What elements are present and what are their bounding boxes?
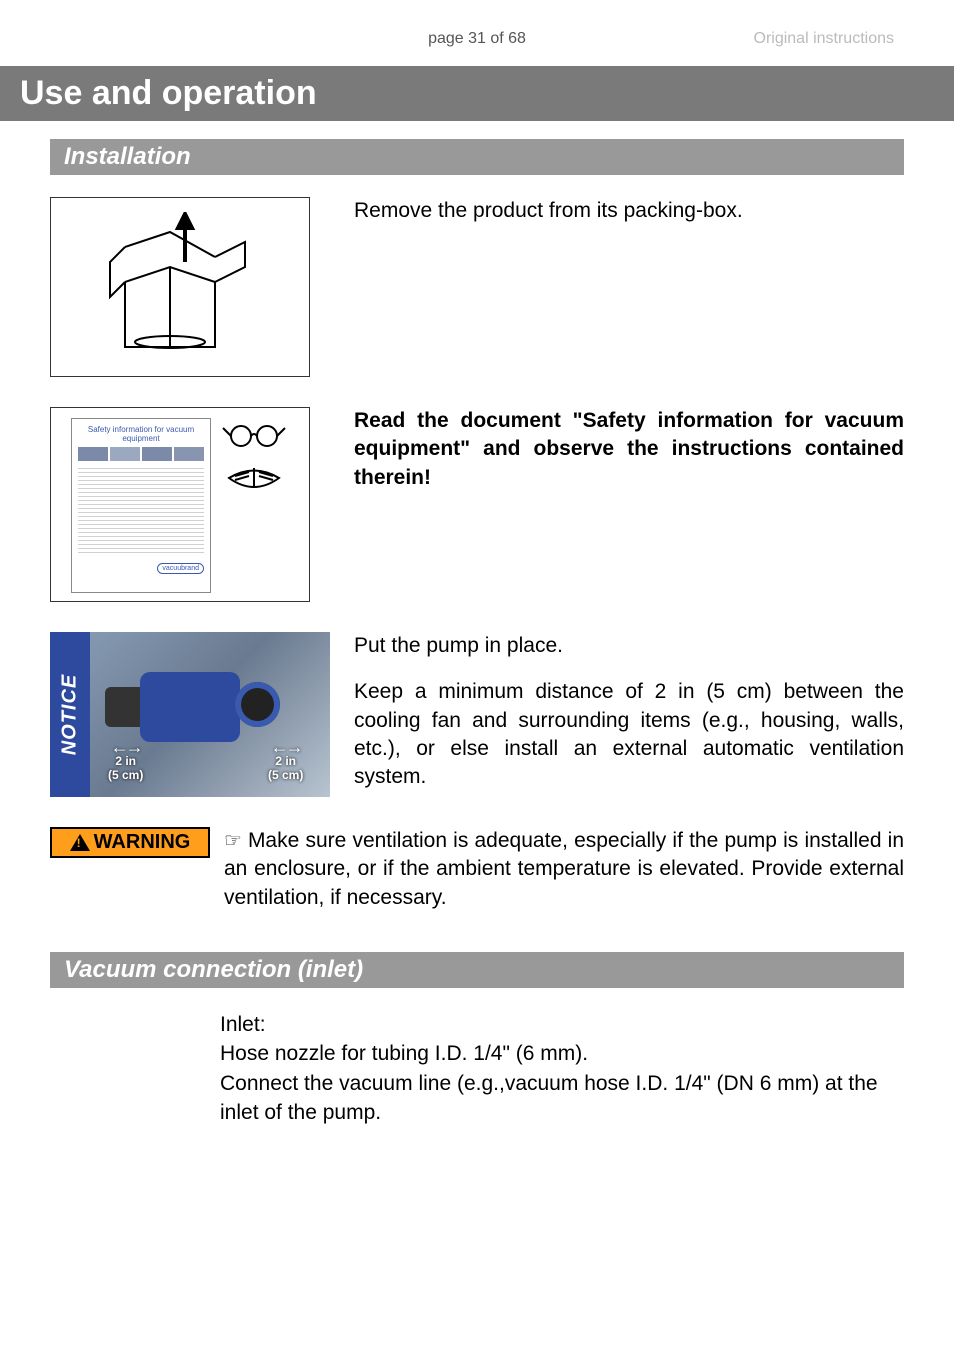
clearance-dim-right: ←→ 2 in (5 cm) bbox=[268, 740, 303, 782]
safety-doc-illustration: Safety information for vacuum equipment … bbox=[50, 407, 330, 602]
inlet-line-3: Connect the vacuum line (e.g.,vacuum hos… bbox=[220, 1069, 904, 1128]
warning-label: WARNING bbox=[50, 827, 210, 858]
open-box-icon bbox=[95, 212, 265, 362]
page-header: page 31 of 68 Original instructions bbox=[50, 30, 904, 48]
safety-doc-title: Safety information for vacuum equipment bbox=[78, 425, 204, 443]
pointing-hand-icon: ☞ bbox=[224, 830, 242, 852]
read-glasses-icon bbox=[219, 418, 289, 508]
section-installation-heading: Installation bbox=[50, 139, 904, 175]
installation-pump-row: NOTICE ←→ 2 in (5 cm) ←→ 2 in (5 cm) Put… bbox=[50, 632, 904, 797]
pump-text-2: Keep a minimum distance of 2 in (5 cm) b… bbox=[354, 678, 904, 791]
section-vacuum-heading: Vacuum connection (inlet) bbox=[50, 952, 904, 988]
inlet-line-2: Hose nozzle for tubing I.D. 1/4" (6 mm). bbox=[220, 1039, 904, 1068]
vacuum-inlet-text: Inlet: Hose nozzle for tubing I.D. 1/4" … bbox=[220, 1010, 904, 1128]
unpack-illustration bbox=[50, 197, 330, 377]
doc-type-label: Original instructions bbox=[754, 30, 895, 48]
safety-text: Read the document "Safety information fo… bbox=[354, 407, 904, 492]
inlet-line-1: Inlet: bbox=[220, 1010, 904, 1039]
unpack-text: Remove the product from its packing-box. bbox=[354, 197, 904, 225]
pump-clearance-photo: NOTICE ←→ 2 in (5 cm) ←→ 2 in (5 cm) bbox=[50, 632, 330, 797]
warning-triangle-icon bbox=[70, 834, 90, 851]
notice-label: NOTICE bbox=[50, 632, 90, 797]
warning-row: WARNING ☞Make sure ventilation is adequa… bbox=[50, 827, 904, 912]
warning-text: ☞Make sure ventilation is adequate, espe… bbox=[224, 827, 904, 912]
clearance-dim-left: ←→ 2 in (5 cm) bbox=[108, 740, 143, 782]
installation-safety-row: Safety information for vacuum equipment … bbox=[50, 407, 904, 602]
page-number: page 31 of 68 bbox=[428, 30, 526, 48]
installation-unpack-row: Remove the product from its packing-box. bbox=[50, 197, 904, 377]
safety-doc-brand: vacuubrand bbox=[157, 563, 204, 574]
warning-label-text: WARNING bbox=[94, 831, 191, 854]
chapter-heading: Use and operation bbox=[0, 66, 954, 121]
pump-clearance-text: Put the pump in place. Keep a minimum di… bbox=[354, 632, 904, 792]
pump-text-1: Put the pump in place. bbox=[354, 632, 904, 660]
